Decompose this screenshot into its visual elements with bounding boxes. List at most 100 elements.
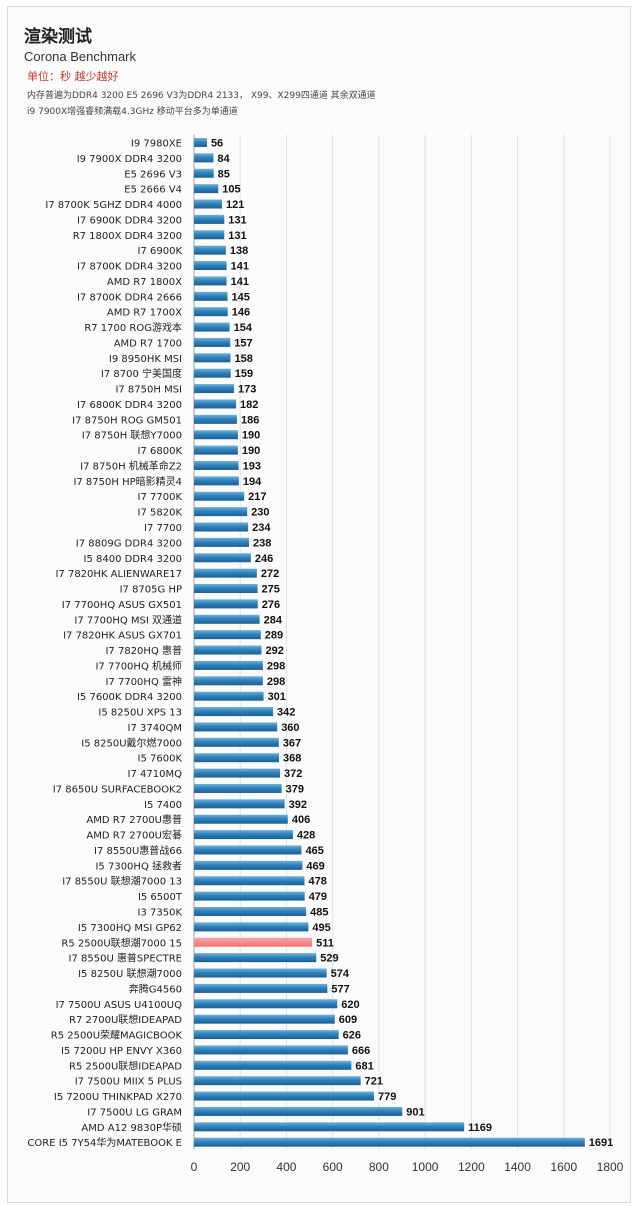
category-label: I5 7400 (144, 800, 182, 811)
value-label: 154 (234, 322, 253, 334)
bar (194, 922, 309, 932)
bar (194, 830, 293, 840)
value-label: 131 (228, 230, 246, 242)
value-label: 298 (267, 660, 285, 672)
bar (194, 860, 303, 870)
value-label: 182 (240, 399, 258, 411)
x-tick-label: 1400 (504, 1160, 531, 1174)
bar (194, 276, 227, 286)
bar (194, 414, 237, 424)
category-label: I7 8700K DDR4 2666 (77, 292, 182, 303)
value-label: 275 (262, 584, 280, 596)
unit-note: 单位：秒 越少越好 (27, 70, 119, 83)
x-tick-label: 1800 (597, 1160, 624, 1174)
value-label: 342 (277, 707, 295, 719)
grid-lines (193, 134, 611, 1150)
value-label: 190 (242, 445, 260, 457)
bars (194, 138, 585, 1147)
memory-note: 内存普遍为DDR4 3200 E5 2696 V3为DDR4 2133， X99… (27, 91, 376, 101)
bar (194, 430, 238, 440)
bar (194, 214, 225, 224)
bar (194, 907, 307, 916)
value-label: 289 (265, 630, 283, 642)
bar (194, 1091, 375, 1101)
value-label: 173 (238, 384, 256, 396)
category-label: I5 7200U THINKPAD X270 (54, 1092, 182, 1103)
category-label: I7 8550U 联想潮7000 13 (62, 875, 182, 888)
value-label: 56 (211, 138, 223, 150)
bar (194, 368, 231, 378)
bar (194, 230, 225, 240)
value-label: 901 (406, 1106, 424, 1118)
bar (194, 1076, 361, 1086)
bar (194, 722, 278, 732)
bar (194, 384, 234, 394)
category-label: I7 8700K 5GHZ DDR4 4000 (45, 200, 182, 211)
category-label: 奔腾G4560 (129, 982, 182, 995)
bar (194, 676, 263, 686)
value-label: 392 (289, 799, 307, 811)
bar (194, 1122, 465, 1132)
category-label: I9 8950HK MSI (109, 354, 182, 365)
bar (194, 768, 280, 778)
x-axis-ticks: 0 200 400 600 800 1000 1200 1400 1600 1800 (191, 1160, 624, 1174)
category-label: I5 7600K (138, 754, 183, 765)
bar (194, 584, 258, 594)
value-label: 157 (234, 337, 252, 349)
category-label: I7 7820HQ 惠普 (105, 644, 182, 657)
bar (194, 1014, 335, 1024)
value-label: 529 (320, 953, 338, 965)
category-label: I5 8250U XPS 13 (98, 708, 182, 719)
bar (194, 184, 219, 194)
category-label: I7 7700HQ 机械师 (95, 659, 182, 672)
category-label: I7 4710MQ (128, 769, 183, 780)
x-tick-label: 800 (369, 1160, 389, 1174)
category-label: I7 8750H 联想Y7000 (82, 429, 182, 442)
category-label: I7 7500U MIIX 5 PLUS (75, 1077, 182, 1088)
value-label: 145 (232, 291, 250, 303)
bar (194, 138, 207, 147)
value-labels: 56 84 85 105 121 131 131 138 141 141 145 146 154 157 1… (211, 138, 613, 1150)
chart-subtitle: Corona Benchmark (24, 49, 136, 64)
value-label: 626 (343, 1030, 361, 1042)
bar (194, 153, 214, 163)
bar (194, 630, 261, 640)
value-label: 298 (267, 676, 285, 688)
bar (194, 599, 258, 609)
value-label: 428 (297, 830, 315, 842)
value-label: 238 (253, 537, 271, 549)
value-label: 194 (243, 476, 262, 488)
category-label: I7 6800K (138, 446, 183, 457)
category-label: AMD R7 2700U宏碁 (86, 829, 182, 842)
bar (194, 999, 338, 1009)
bar (194, 322, 230, 332)
category-label: I7 8750H MSI (115, 385, 182, 396)
value-label: 190 (242, 430, 260, 442)
boost-note: i9 7900X增强睿频满载4.3GHz 移动平台多为单通道 (27, 107, 238, 117)
value-label: 478 (308, 876, 326, 888)
bar (194, 399, 237, 409)
value-label: 465 (305, 845, 323, 857)
category-label: I5 8400 DDR4 3200 (84, 554, 182, 565)
value-label: 574 (331, 968, 350, 980)
bar (194, 737, 279, 747)
category-label: I7 6800K DDR4 3200 (77, 400, 182, 411)
x-tick-label: 1600 (550, 1160, 577, 1174)
bar (194, 199, 222, 209)
value-label: 620 (341, 999, 359, 1011)
bar (194, 660, 263, 670)
x-tick-label: 1000 (412, 1160, 439, 1174)
bar (194, 1106, 403, 1116)
category-label: I9 7900X DDR4 3200 (77, 154, 182, 165)
value-label: 511 (316, 937, 334, 949)
category-label: I7 7500U ASUS U4100UQ (56, 1000, 183, 1011)
bar (194, 491, 245, 501)
bar (194, 522, 249, 532)
category-label: I7 8750H HP暗影精灵4 (73, 475, 182, 488)
bar (194, 1137, 585, 1147)
category-label: AMD R7 1800X (107, 277, 182, 288)
bar (194, 307, 228, 317)
value-label: 360 (281, 722, 299, 734)
category-label: I7 8550U惠普战66 (94, 844, 182, 857)
